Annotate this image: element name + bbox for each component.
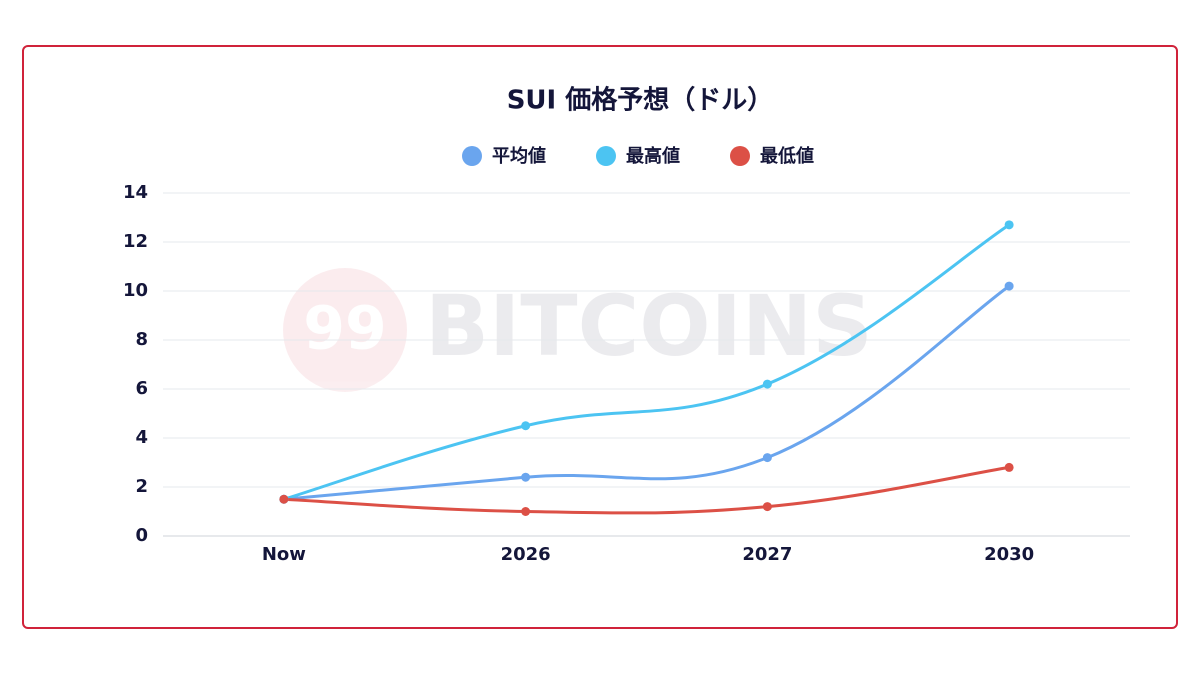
series-line [283, 465, 1010, 515]
y-tick-label: 12 [123, 231, 148, 252]
y-tick-label: 8 [135, 329, 148, 350]
legend-marker [596, 146, 616, 166]
chart-title: SUI 価格予想（ドル） [507, 85, 774, 116]
y-tick-label: 6 [135, 378, 148, 399]
y-tick-label: 0 [135, 525, 148, 546]
y-tick-label: 4 [135, 427, 148, 448]
legend-marker [462, 146, 482, 166]
legend-label: 最低値 [760, 145, 814, 167]
y-tick-label: 14 [123, 182, 148, 203]
watermark-logo-text: 99 [303, 294, 387, 364]
x-tick-label: 2030 [984, 544, 1034, 565]
x-tick-label: Now [262, 544, 306, 565]
data-point [521, 421, 531, 431]
watermark-logo [283, 268, 407, 392]
data-point [762, 502, 772, 512]
legend-label: 平均値 [492, 145, 546, 167]
y-tick-label: 10 [123, 280, 148, 301]
y-tick-label: 2 [135, 476, 148, 497]
data-point [521, 472, 531, 482]
data-point [279, 494, 289, 504]
series-line [283, 284, 1010, 501]
watermark: 99 BITCOINS [283, 268, 873, 392]
data-point [1004, 462, 1014, 472]
data-point [1004, 220, 1014, 230]
x-tick-label: 2027 [742, 544, 792, 565]
series-line [283, 223, 1010, 501]
watermark-text: BITCOINS [425, 277, 873, 375]
data-point [762, 379, 772, 389]
data-point [762, 453, 772, 463]
data-point [521, 507, 531, 516]
legend-label: 最高値 [626, 145, 680, 167]
legend-marker [730, 146, 750, 166]
x-tick-label: 2026 [501, 544, 551, 565]
chart-frame [22, 45, 1178, 629]
data-point [1004, 281, 1014, 291]
